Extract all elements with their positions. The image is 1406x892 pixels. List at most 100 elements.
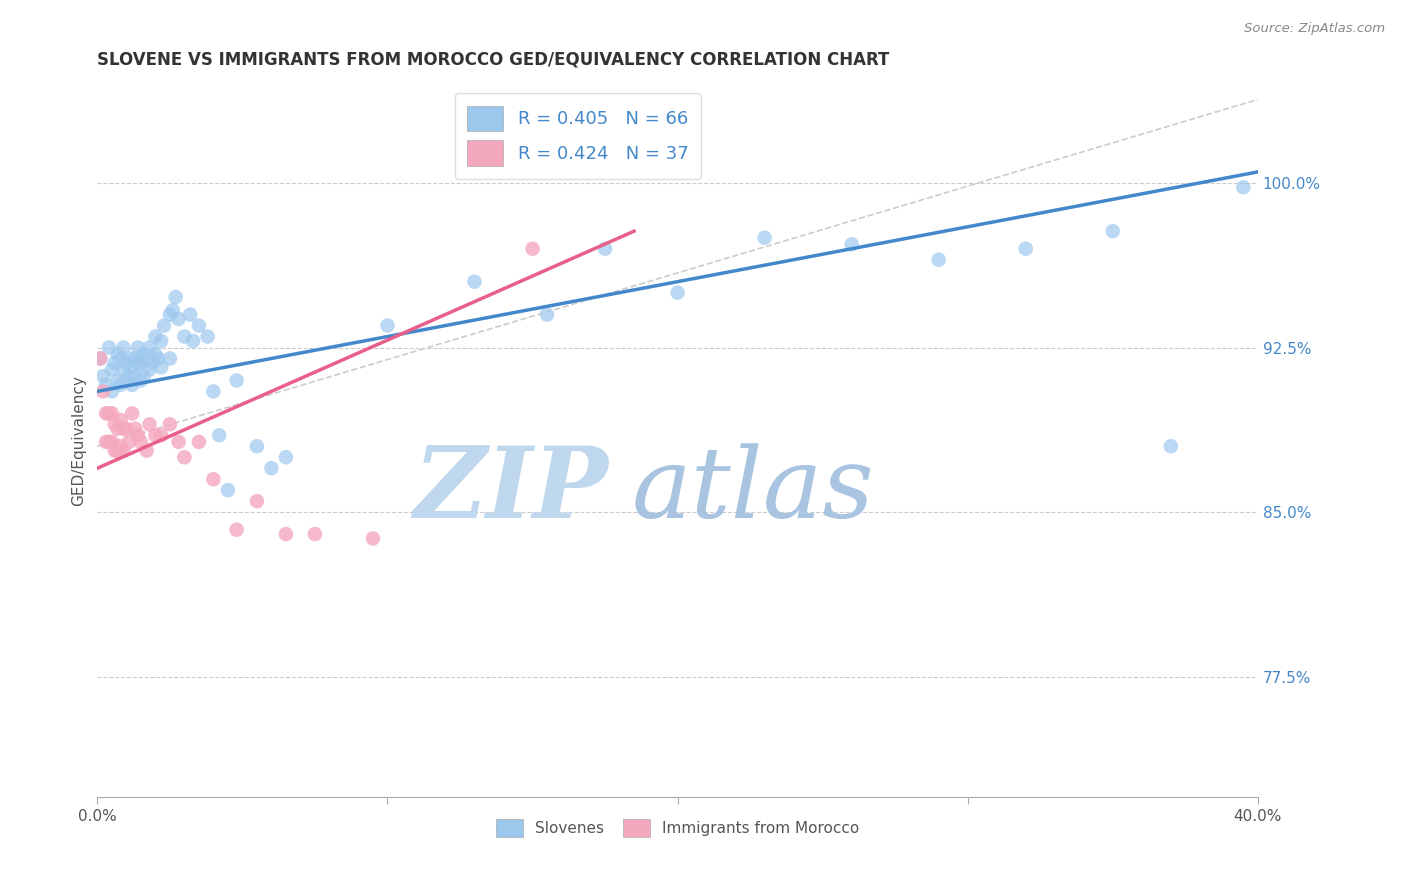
Point [107,347,129,361]
Point [104,417,127,432]
Point [135,351,157,366]
Point [928,252,950,267]
Point [110,351,132,366]
Point [463,275,485,289]
Legend: Slovenes, Immigrants from Morocco: Slovenes, Immigrants from Morocco [489,813,866,843]
Point [132,369,155,384]
Point [165,290,187,304]
Point [167,312,190,326]
Point [97,406,120,420]
Point [197,329,219,343]
Point [208,428,231,442]
Point [181,334,204,348]
Point [107,422,129,436]
Point [110,377,132,392]
Point [121,360,143,375]
Point [1101,224,1123,238]
Point [94,377,117,392]
Point [159,308,181,322]
Point [118,351,141,366]
Point [361,532,384,546]
Point [112,422,135,436]
Point [124,351,146,366]
Point [115,356,138,370]
Point [124,422,146,436]
Point [89,351,111,366]
Text: Source: ZipAtlas.com: Source: ZipAtlas.com [1244,22,1385,36]
Point [110,439,132,453]
Point [112,362,135,376]
Point [118,434,141,449]
Point [115,373,138,387]
Point [101,406,124,420]
Point [202,384,225,399]
Point [112,341,135,355]
Point [110,413,132,427]
Point [104,443,127,458]
Point [1015,242,1038,256]
Point [145,329,167,343]
Point [127,356,149,370]
Point [115,422,138,436]
Point [167,434,190,449]
Point [173,329,195,343]
Point [841,237,863,252]
Point [536,308,558,322]
Point [91,369,114,384]
Point [217,483,239,498]
Point [104,356,127,370]
Point [138,362,160,376]
Point [118,369,141,384]
Point [145,347,167,361]
Point [94,434,117,449]
Point [187,434,209,449]
Point [150,428,173,442]
Point [153,318,176,333]
Point [666,285,689,300]
Text: SLOVENE VS IMMIGRANTS FROM MOROCCO GED/EQUIVALENCY CORRELATION CHART: SLOVENE VS IMMIGRANTS FROM MOROCCO GED/E… [97,51,890,69]
Point [593,242,616,256]
Point [124,369,146,384]
Point [162,303,184,318]
Point [94,406,117,420]
Point [274,450,297,465]
Point [107,373,129,387]
Point [246,494,269,508]
Point [127,341,149,355]
Point [225,373,247,387]
Point [159,417,181,432]
Point [754,231,776,245]
Point [304,527,326,541]
Point [127,428,149,442]
Point [129,434,152,449]
Point [150,360,173,375]
Point [145,428,167,442]
Point [159,351,181,366]
Point [135,443,157,458]
Point [132,347,155,361]
Text: atlas: atlas [631,443,875,539]
Point [225,523,247,537]
Point [1232,180,1254,194]
Point [101,434,124,449]
Point [1160,439,1182,453]
Text: ZIP: ZIP [413,442,607,539]
Point [148,351,170,366]
Point [101,384,124,399]
Point [91,384,114,399]
Point [107,443,129,458]
Point [202,472,225,486]
Point [260,461,283,475]
Point [274,527,297,541]
Point [129,356,152,370]
Point [150,334,173,348]
Y-axis label: GED/Equivalency: GED/Equivalency [72,376,86,507]
Point [121,406,143,420]
Point [97,434,120,449]
Point [179,308,201,322]
Point [141,356,163,370]
Point [121,377,143,392]
Point [187,318,209,333]
Point [377,318,399,333]
Point [522,242,544,256]
